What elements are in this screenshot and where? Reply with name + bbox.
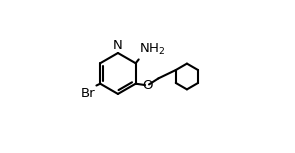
Text: Br: Br	[80, 87, 95, 100]
Text: NH$_2$: NH$_2$	[140, 42, 166, 58]
Text: O: O	[142, 79, 152, 92]
Text: N: N	[113, 39, 123, 52]
